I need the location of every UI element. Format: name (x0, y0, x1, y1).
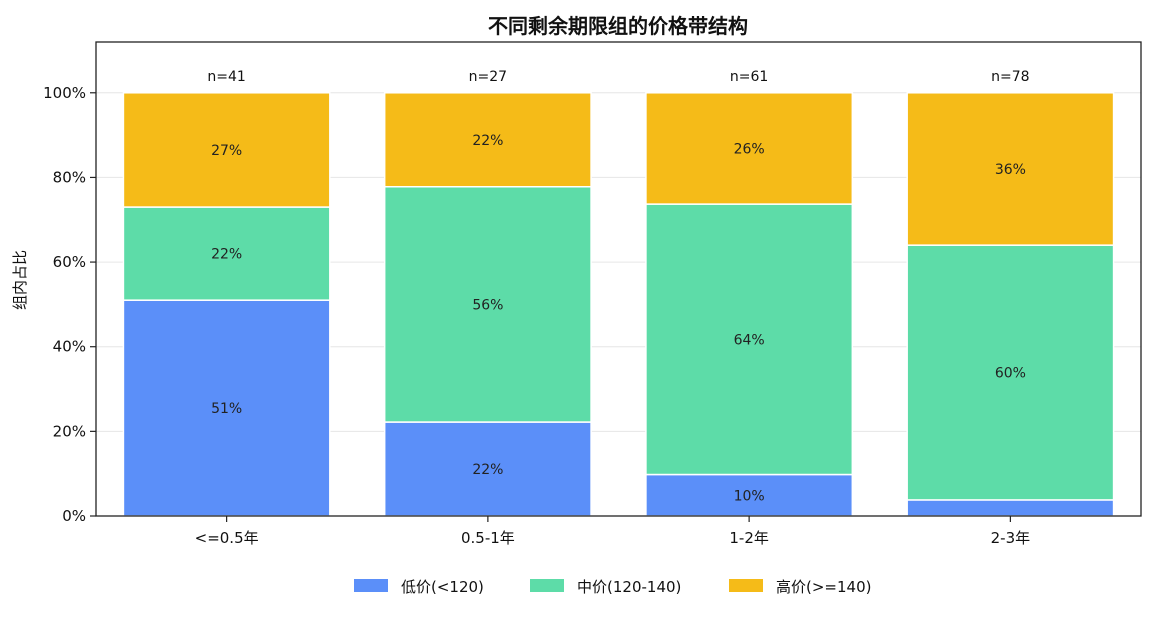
bar-segment (383, 92, 592, 188)
x-tick-label: <=0.5年 (195, 529, 259, 547)
data-label: 64% (734, 332, 765, 348)
data-label: 22% (472, 133, 503, 149)
bar-segment (645, 473, 854, 517)
group-count-label: n=41 (207, 69, 245, 85)
bar-segment (906, 92, 1115, 246)
y-tick-label: 60% (53, 253, 86, 271)
data-label: 22% (472, 462, 503, 478)
bar-segment (645, 92, 854, 205)
bar-segment (906, 499, 1115, 517)
x-tick-label: 1-2年 (729, 529, 769, 547)
data-label: 10% (734, 488, 765, 504)
data-label: 22% (211, 247, 242, 263)
bars: 51% 22% 27% n=41 22% 56% 22% n=27 10% 64% 26% n=61 6… (122, 69, 1115, 517)
group-count-label: n=27 (469, 69, 507, 85)
chart-title: 不同剩余期限组的价格带结构 (488, 14, 748, 38)
bar-segment (906, 244, 1115, 501)
bar-segment (383, 185, 592, 423)
data-label: 26% (734, 141, 765, 157)
y-tick-label: 100% (43, 84, 86, 102)
x-tick-label: 0.5-1年 (461, 529, 515, 547)
legend-label: 低价(<120) (401, 578, 484, 596)
x-tick-label: 2-3年 (991, 529, 1031, 547)
data-label: 27% (211, 143, 242, 159)
legend-swatch (354, 579, 388, 592)
data-label: 60% (995, 366, 1026, 382)
data-label: 36% (995, 162, 1026, 178)
x-axis: <=0.5年 0.5-1年 1-2年 2-3年 (195, 516, 1031, 547)
plot-frame (95, 41, 1142, 517)
y-axis-label: 组内占比 (11, 250, 29, 310)
legend: 低价(<120) 中价(120-140) 高价(>=140) (354, 578, 871, 596)
y-tick-label: 40% (53, 338, 86, 356)
y-tick-label: 0% (62, 507, 86, 525)
data-label: 51% (211, 401, 242, 417)
bar-segment (645, 203, 854, 476)
y-axis: 0% 20% 40% 60% 80% 100% (43, 84, 96, 525)
y-tick-label: 20% (53, 422, 86, 440)
group-count-label: n=78 (991, 69, 1029, 85)
y-tick-label: 80% (53, 168, 86, 186)
data-label: 56% (472, 297, 503, 313)
legend-swatch (530, 579, 564, 592)
bar-segment (122, 92, 331, 208)
legend-swatch (729, 579, 763, 592)
group-count-label: n=61 (730, 69, 768, 85)
legend-label: 高价(>=140) (776, 578, 871, 596)
legend-label: 中价(120-140) (577, 578, 681, 596)
bar-segment (122, 206, 331, 301)
